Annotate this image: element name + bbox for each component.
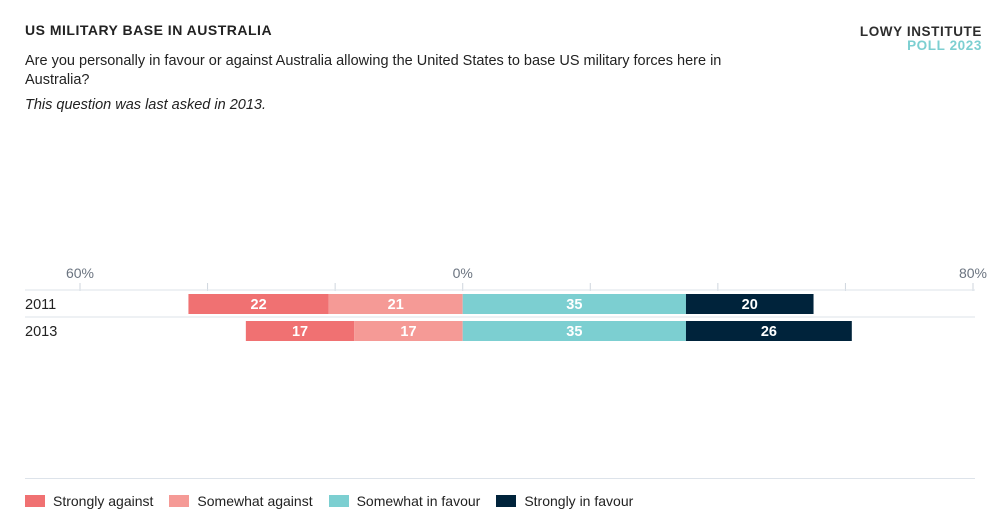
- legend-swatch: [169, 495, 190, 507]
- legend-item: Strongly against: [25, 493, 153, 509]
- data-label: 17: [400, 324, 416, 340]
- brand-line1: LOWY INSTITUTE: [859, 24, 982, 39]
- data-label: 20: [742, 297, 758, 313]
- tick-label: 80%: [959, 265, 987, 281]
- tick-label: 60%: [66, 265, 94, 281]
- brand-line2: POLL 2023: [907, 38, 982, 53]
- legend-swatch: [25, 495, 45, 507]
- legend-swatch: [328, 495, 349, 507]
- bar-segment: [462, 321, 686, 341]
- tick-label: 0%: [453, 265, 473, 281]
- legend-label: Strongly in favour: [524, 493, 634, 509]
- brand-logo: LOWY INSTITUTE POLL 2023: [860, 25, 982, 53]
- bar-segment: [245, 321, 355, 341]
- data-label: 22: [251, 297, 267, 313]
- legend-label: Somewhat in favour: [356, 493, 481, 509]
- data-label: 26: [761, 324, 777, 340]
- category-label: 2011: [25, 297, 56, 313]
- legend-item: Strongly in favour: [496, 493, 633, 509]
- data-label: 17: [292, 324, 308, 340]
- bar-segment: [188, 294, 329, 314]
- legend-item: Somewhat in favour: [328, 493, 481, 509]
- chart: 60% 0% 80% 2011 22 21 35 20 2013 17 17 35 26: [25, 265, 987, 341]
- data-label: 21: [388, 297, 404, 313]
- chart-question: Are you personally in favour or against …: [25, 53, 722, 88]
- bar-segment: [354, 321, 463, 341]
- legend: Strongly against Somewhat against Somewhat…: [25, 478, 975, 509]
- bar-segment: [328, 294, 463, 314]
- chart-note: This question was last asked in 2013.: [25, 97, 266, 113]
- bar-segment: [685, 294, 814, 314]
- data-label: 35: [566, 297, 582, 313]
- data-label: 35: [566, 324, 582, 340]
- legend-label: Somewhat against: [197, 493, 313, 509]
- chart-title: US MILITARY BASE IN AUSTRALIA: [25, 22, 273, 38]
- bar-segment: [685, 321, 852, 341]
- category-label: 2013: [25, 324, 57, 340]
- legend-item: Somewhat against: [169, 493, 313, 509]
- legend-label: Strongly against: [53, 493, 154, 509]
- bar-segment: [462, 294, 686, 314]
- legend-swatch: [496, 495, 517, 507]
